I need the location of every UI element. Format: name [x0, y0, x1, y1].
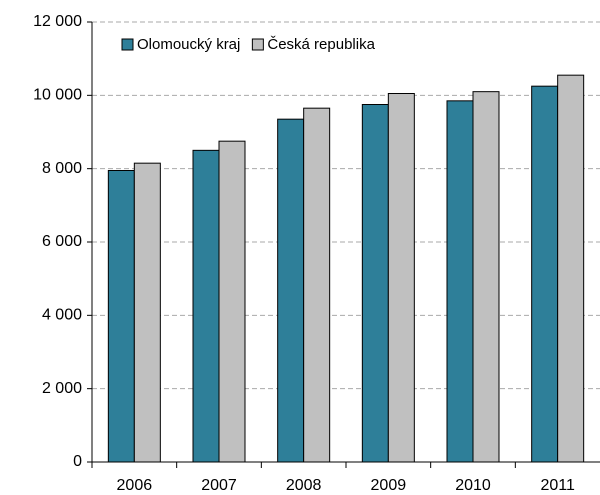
- bar: [557, 74, 585, 463]
- legend-swatch: [251, 38, 264, 51]
- bar: [303, 107, 331, 463]
- y-tick-label: 2 000: [42, 380, 82, 397]
- bar: [446, 100, 474, 463]
- bar: [387, 93, 415, 463]
- y-tick-label: 6 000: [42, 233, 82, 250]
- legend-label: Česká republika: [267, 36, 375, 53]
- x-tick-label: 2008: [286, 477, 322, 494]
- x-tick-label: 2010: [455, 477, 491, 494]
- legend-swatch: [121, 38, 134, 51]
- bar: [107, 170, 135, 463]
- bar: [361, 104, 389, 463]
- bar: [531, 85, 559, 463]
- y-tick-label: 4 000: [42, 307, 82, 324]
- bar: [218, 140, 246, 463]
- bar: [133, 162, 161, 463]
- x-tick-label: 2007: [201, 477, 237, 494]
- bar: [472, 91, 500, 463]
- y-tick-label: 8 000: [42, 160, 82, 177]
- legend-label: Olomoucký kraj: [137, 36, 240, 53]
- x-tick-label: 2011: [540, 477, 575, 494]
- x-tick-label: 2006: [117, 477, 153, 494]
- bar: [192, 149, 220, 463]
- y-tick-label: 10 000: [33, 87, 82, 104]
- y-tick-label: 0: [73, 453, 82, 470]
- x-tick-label: 2009: [371, 477, 407, 494]
- y-tick-label: 12 000: [33, 13, 82, 30]
- bar: [277, 118, 305, 463]
